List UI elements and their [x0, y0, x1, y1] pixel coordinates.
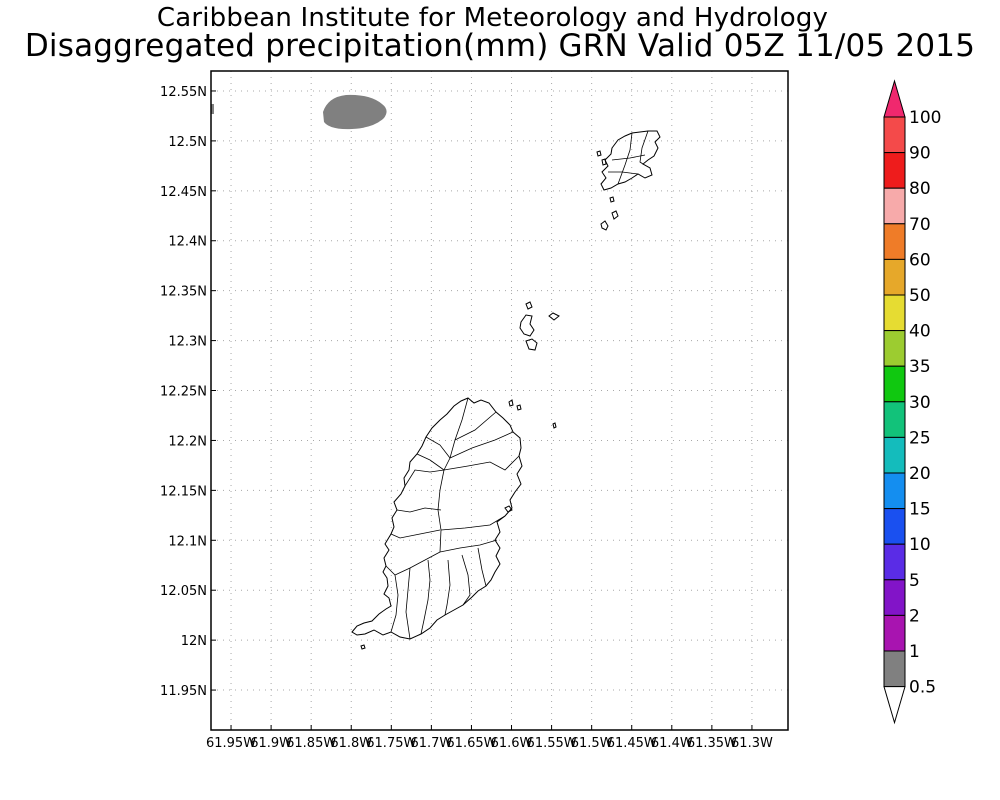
- legend-label: 50: [909, 286, 931, 306]
- islet: [525, 301, 533, 310]
- legend-swatch: [883, 258, 906, 296]
- map-axis-ticks: 12.55N 12.5N 12.45N 12.4N 12.35N 12.3N 12.25N 1…: [160, 85, 773, 751]
- islet: [525, 338, 538, 351]
- lon-tick-label: 61.9W: [250, 736, 292, 751]
- islet: [609, 196, 615, 203]
- legend-swatch: [883, 330, 906, 367]
- lon-tick-label: 61.85W: [286, 736, 336, 751]
- lon-tick-label: 61.45W: [607, 736, 657, 751]
- lon-tick-label: 61.4W: [651, 736, 693, 751]
- lon-tick-label: 61.3W: [731, 736, 773, 751]
- legend-label: 30: [909, 393, 931, 413]
- legend-label: 0.5: [909, 678, 936, 698]
- islet: [508, 399, 514, 407]
- islet: [601, 158, 607, 166]
- chart-title-line1: Caribbean Institute for Meteorology and …: [156, 3, 829, 33]
- lat-tick-label: 12.35N: [160, 285, 207, 300]
- grenada-outlines: [351, 130, 661, 650]
- legend-label: 10: [909, 535, 931, 555]
- lat-tick-label: 12.2N: [168, 434, 207, 449]
- legend-label: 25: [909, 428, 931, 448]
- legend-label: 1: [909, 642, 920, 662]
- legend-label: 15: [909, 500, 931, 520]
- legend-swatch: [883, 116, 906, 154]
- lat-tick-label: 12.3N: [168, 335, 207, 350]
- legend-swatch: [883, 223, 906, 260]
- carriacou-island: [600, 130, 661, 191]
- legend-swatch: [883, 401, 906, 438]
- chart-title-line2: Disaggregated precipitation(mm) GRN Vali…: [24, 28, 976, 64]
- lon-tick-label: 61.5W: [571, 736, 613, 751]
- islet: [552, 422, 557, 429]
- lat-tick-label: 12.5N: [168, 135, 207, 150]
- legend-label: 80: [909, 179, 931, 199]
- legend-swatch: [883, 436, 906, 474]
- legend-swatch: [883, 543, 906, 581]
- lon-tick-label: 61.35W: [687, 736, 737, 751]
- islet: [548, 312, 560, 321]
- lat-tick-label: 12.05N: [160, 584, 207, 599]
- islet: [600, 220, 609, 231]
- legend-swatch: [883, 79, 906, 118]
- precip-field: [211, 94, 387, 130]
- carriacou-boundaries: [608, 130, 649, 185]
- legend-swatch: [883, 508, 906, 545]
- precip-cell: [323, 94, 387, 130]
- legend-swatch: [883, 187, 906, 225]
- legend-swatch: [883, 152, 906, 189]
- legend-label: 20: [909, 464, 931, 484]
- legend-label: 100: [909, 108, 941, 128]
- lat-tick-label: 11.95N: [160, 684, 207, 699]
- map-gridlines: [211, 71, 788, 730]
- islet: [611, 210, 619, 220]
- islet: [516, 404, 522, 411]
- color-legend: 100 90 80 70 60 50 40 35 30 25 20 15 10 5 2 1 0.5: [883, 79, 941, 725]
- legend-label: 5: [909, 571, 920, 591]
- islet: [519, 314, 535, 337]
- lat-tick-label: 12.25N: [160, 385, 207, 400]
- lon-tick-label: 61.95W: [206, 736, 256, 751]
- legend-label: 90: [909, 144, 931, 164]
- legend-swatch: [883, 294, 906, 332]
- map-frame: [210, 70, 789, 731]
- lon-tick-label: 61.55W: [527, 736, 577, 751]
- legend-label: 2: [909, 606, 920, 626]
- lat-tick-label: 12.4N: [168, 235, 207, 250]
- legend-label: 60: [909, 250, 931, 270]
- lon-tick-label: 61.65W: [446, 736, 496, 751]
- lat-tick-label: 12.55N: [160, 85, 207, 100]
- parish-boundaries: [385, 397, 520, 640]
- legend-label: 35: [909, 357, 931, 377]
- lat-tick-label: 12.15N: [160, 484, 207, 499]
- lon-tick-label: 61.7W: [410, 736, 452, 751]
- lat-tick-label: 12N: [181, 634, 207, 649]
- legend-swatch: [883, 472, 906, 510]
- legend-label: 40: [909, 322, 931, 342]
- grenada-main-island: [351, 397, 523, 640]
- legend-swatch-below: [883, 686, 906, 725]
- lon-tick-label: 61.75W: [366, 736, 416, 751]
- legend-swatch: [883, 365, 906, 403]
- islet: [360, 644, 366, 650]
- islet: [504, 505, 513, 513]
- lat-tick-label: 12.45N: [160, 185, 207, 200]
- islet: [596, 150, 602, 157]
- lon-tick-label: 61.8W: [330, 736, 372, 751]
- legend-label: 70: [909, 215, 931, 235]
- legend-swatch: [883, 650, 906, 688]
- lat-tick-label: 12.1N: [168, 534, 207, 549]
- legend-swatch: [883, 614, 906, 652]
- legend-swatch: [883, 579, 906, 616]
- lon-tick-label: 61.6W: [491, 736, 533, 751]
